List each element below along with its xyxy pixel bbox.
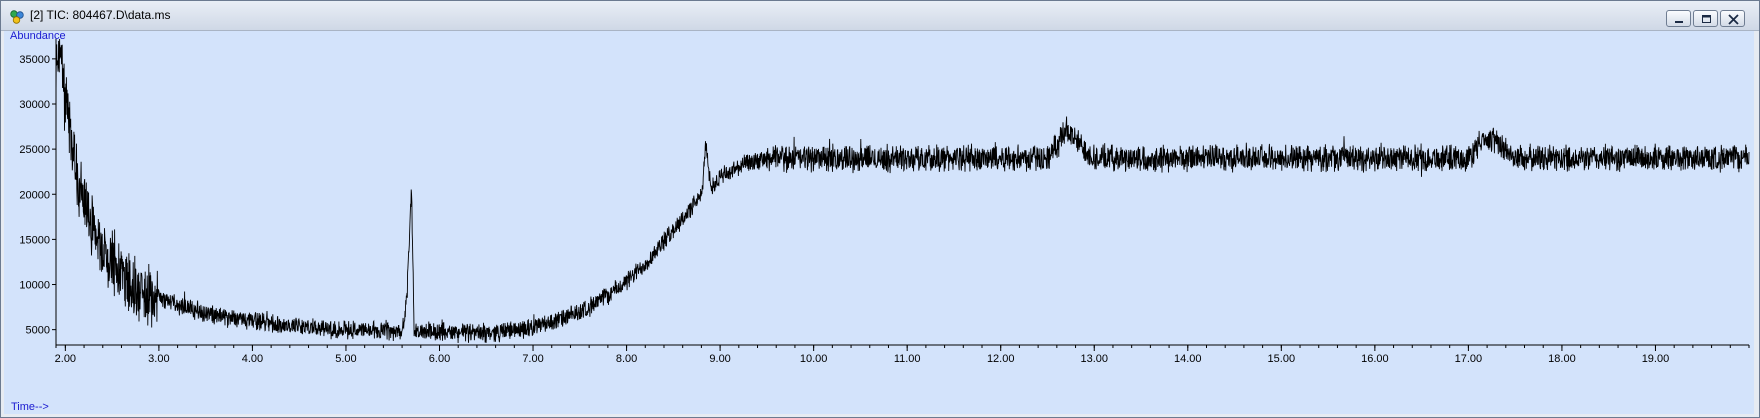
y-tick-label: 5000	[26, 325, 50, 337]
x-tick-label: 19.00	[1642, 353, 1670, 365]
x-tick-label: 7.00	[522, 353, 543, 365]
x-tick-label: 13.00	[1080, 353, 1108, 365]
y-tick-label: 25000	[19, 144, 50, 156]
chromatogram-plot[interactable]: 5000 10000 15000 20000 25000 30000 35000 2.00 3.…	[4, 31, 1754, 414]
x-tick-label: 18.00	[1548, 353, 1576, 365]
x-tick-label: 16.00	[1361, 353, 1389, 365]
x-tick-label: 3.00	[148, 353, 169, 365]
close-icon	[1728, 14, 1739, 25]
y-tick-label: 30000	[19, 99, 50, 111]
x-tick-label: 12.00	[987, 353, 1015, 365]
x-tick-label: 11.00	[894, 353, 921, 365]
y-tick-label: 35000	[19, 54, 50, 66]
x-tick-label: 9.00	[709, 353, 730, 365]
minimize-button[interactable]	[1666, 10, 1691, 27]
title-bar[interactable]: [2] TIC: 804467.D\data.ms	[1, 1, 1759, 31]
x-tick-label: 2.00	[55, 353, 76, 365]
window-title: [2] TIC: 804467.D\data.ms	[30, 8, 171, 22]
x-tick-label: 15.00	[1268, 353, 1296, 365]
minimize-icon	[1675, 21, 1683, 23]
restore-button[interactable]	[1693, 10, 1718, 27]
y-tick-label: 15000	[19, 234, 50, 246]
restore-icon	[1702, 15, 1711, 23]
x-tick-label: 14.00	[1174, 353, 1202, 365]
x-tick-label: 10.00	[800, 353, 828, 365]
x-tick-label: 6.00	[429, 353, 450, 365]
x-tick-label: 4.00	[242, 353, 263, 365]
tic-trace-line	[55, 38, 1750, 344]
y-tick-label: 20000	[19, 189, 50, 201]
x-tick-label: 8.00	[616, 353, 637, 365]
y-axis-label: Abundance	[10, 31, 66, 42]
plot-background	[4, 31, 1754, 414]
x-tick-label: 17.00	[1455, 353, 1483, 365]
tic-chart: 5000 10000 15000 20000 25000 30000 35000 2.00 3.…	[4, 31, 1754, 414]
close-button[interactable]	[1720, 10, 1745, 27]
app-icon	[9, 9, 25, 25]
y-tick-label: 10000	[19, 280, 50, 292]
x-axis-label: Time-->	[11, 401, 49, 413]
x-tick-label: 5.00	[335, 353, 356, 365]
